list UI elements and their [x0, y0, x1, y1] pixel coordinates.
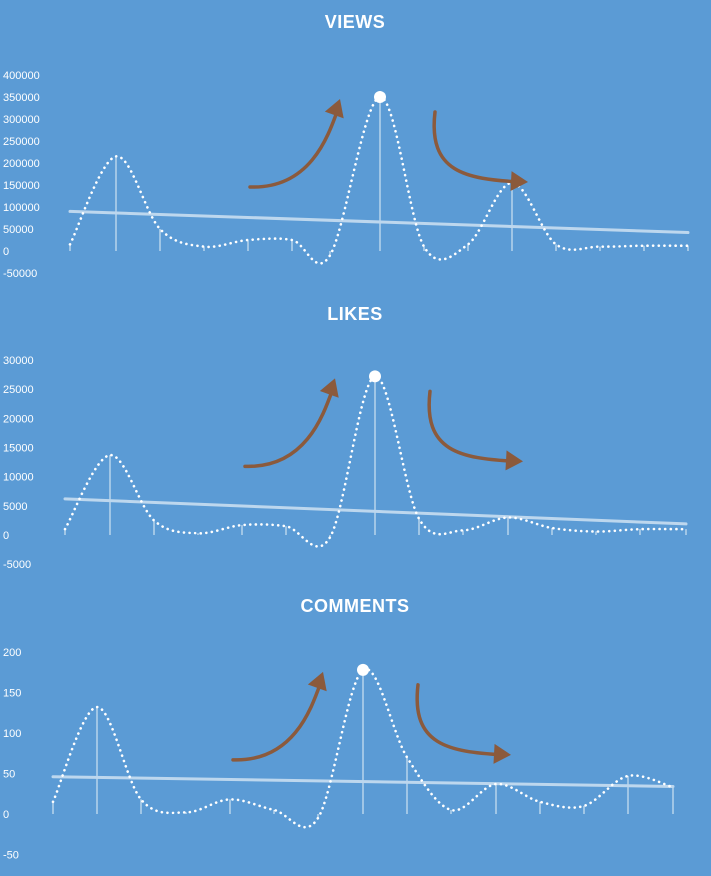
y-tick-label: 0: [3, 809, 9, 821]
falling-arrow-head: [505, 450, 523, 471]
rising-arrow: [248, 107, 340, 189]
y-tick-label: 0: [3, 246, 9, 258]
peak-point: [369, 370, 381, 383]
y-tick-label: 0: [3, 530, 9, 542]
y-tick-label: 150: [3, 688, 21, 700]
chart-title: LIKES: [327, 304, 383, 324]
y-tick-label: 15000: [3, 443, 34, 455]
falling-arrow: [427, 389, 517, 464]
y-tick-label: 150000: [3, 180, 40, 192]
y-tick-label: 250000: [3, 136, 40, 148]
falling-arrow: [432, 110, 522, 184]
chart-views: VIEWS 400000 350000 300000 250000 200000 15000…: [3, 12, 690, 280]
y-tick-label: -50000: [3, 268, 37, 280]
trendline: [51, 775, 675, 788]
falling-arrow-head: [510, 171, 528, 192]
peak-point: [374, 91, 386, 103]
y-tick-label: 300000: [3, 114, 40, 126]
chart-title: COMMENTS: [301, 596, 410, 616]
chart-title: VIEWS: [325, 12, 386, 32]
series-line: [68, 95, 690, 265]
rising-arrow-head: [324, 99, 344, 119]
peak-point: [357, 663, 369, 676]
y-tick-label: 10000: [3, 472, 34, 484]
y-tick-label: 30000: [3, 355, 34, 367]
falling-arrow: [415, 683, 505, 757]
y-tick-label: -50: [3, 850, 19, 862]
falling-arrow-head: [493, 743, 511, 764]
y-tick-label: 20000: [3, 413, 34, 425]
trendline: [63, 497, 688, 526]
y-tick-label: -5000: [3, 559, 31, 571]
y-tick-label: 25000: [3, 384, 34, 396]
rising-arrow: [243, 386, 335, 469]
y-tick-label: 50: [3, 769, 15, 781]
y-tick-label: 5000: [3, 501, 27, 513]
y-tick-label: 100: [3, 728, 21, 740]
rising-arrow-head: [319, 378, 339, 398]
y-tick-label: 350000: [3, 92, 40, 104]
chart-comments: COMMENTS 200 150 100 50 0 -50: [3, 596, 675, 862]
rising-arrow-head: [307, 671, 327, 692]
y-tick-label: 100000: [3, 202, 40, 214]
trendline: [68, 209, 690, 235]
y-tick-label: 50000: [3, 224, 34, 236]
chart-likes: LIKES 30000 25000 20000 15000 10000 5000 0 -5000: [3, 304, 688, 571]
y-tick-label: 200: [3, 647, 21, 659]
rising-arrow: [231, 680, 323, 762]
y-tick-label: 400000: [3, 70, 40, 82]
y-tick-label: 200000: [3, 158, 40, 170]
